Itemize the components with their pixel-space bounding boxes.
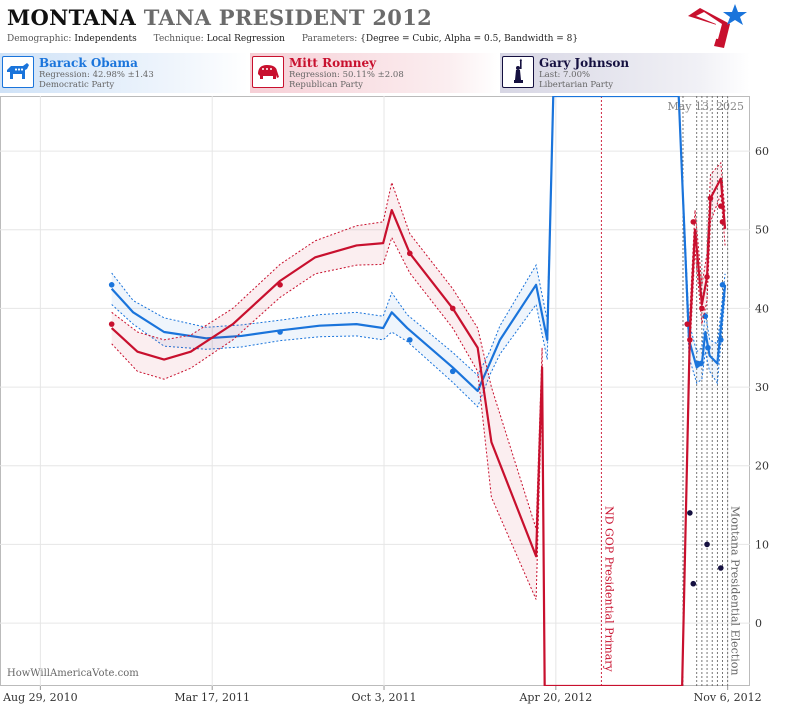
liberty-icon [502, 56, 534, 88]
band-upper-line [111, 96, 726, 377]
x-tick-label: Mar 17, 2011 [174, 691, 250, 704]
donkey-icon [2, 56, 34, 88]
page-title: MONTANA TANA PRESIDENT 2012 [7, 5, 432, 30]
poll-point [277, 329, 283, 335]
poll-point [717, 565, 724, 571]
y-tick-label: 30 [755, 381, 769, 394]
poll-point [687, 337, 693, 343]
poll-point [707, 195, 714, 202]
regression-line [110, 177, 727, 686]
x-tick-label: Nov 6, 2012 [694, 691, 762, 704]
candidate-last: Last: 7.00% [539, 70, 591, 80]
poll-point [698, 360, 704, 367]
poll-point [406, 337, 413, 343]
date-stamp: May 13, 2025 [667, 100, 744, 113]
x-tick-label: Oct 3, 2011 [351, 691, 416, 704]
poll-point [702, 313, 709, 320]
y-tick-label: 20 [755, 460, 769, 473]
candidate-party: Democratic Party [39, 80, 115, 90]
event-label: Montana Presidential Election [729, 506, 742, 675]
event-label: ND GOP Presidential Primary [602, 506, 615, 673]
parameters-label: Parameters: [301, 34, 358, 44]
parameters-value: {Degree = Cubic, Alpha = 0.5, Bandwidth … [360, 34, 579, 44]
race-name: TANA PRESIDENT 2012 [143, 5, 433, 30]
y-tick-label: 60 [755, 145, 769, 158]
candidate-name: Barack Obama [39, 56, 138, 70]
candidate-name: Gary Johnson [539, 56, 630, 70]
y-tick-label: 40 [755, 302, 769, 315]
band-lower-line [111, 194, 726, 686]
poll-point [704, 274, 710, 280]
candidate-card-romney: Mitt Romney Regression: 50.11% ±2.08 Rep… [250, 53, 498, 93]
candidate-legend: Barack Obama Regression: 42.98% ±1.43 De… [0, 53, 789, 93]
y-tick-label: 0 [755, 617, 762, 630]
poll-point [684, 321, 691, 327]
plot-area [0, 96, 750, 686]
parameters-line: Demographic: Independents Technique: Loc… [7, 34, 578, 44]
x-tick-label: Aug 29, 2010 [2, 691, 78, 704]
poll-point [108, 282, 115, 288]
candidate-party: Republican Party [289, 80, 363, 90]
confidence-band [111, 96, 726, 407]
poll-point [406, 250, 413, 257]
technique-value: Local Regression [206, 34, 285, 44]
candidate-card-obama: Barack Obama Regression: 42.98% ±1.43 De… [0, 53, 248, 93]
poll-point [705, 344, 711, 351]
poll-point [699, 305, 705, 312]
poll-point [108, 321, 115, 327]
demographic-value: Independents [74, 34, 137, 44]
candidate-party: Libertarian Party [539, 80, 614, 90]
candidate-regression: Regression: 42.98% ±1.43 [39, 70, 154, 80]
y-tick-label: 50 [755, 224, 769, 237]
poll-point [719, 282, 726, 288]
candidate-regression: Regression: 50.11% ±2.08 [289, 70, 404, 80]
poll-point [717, 203, 724, 209]
demographic-label: Demographic: [7, 34, 72, 44]
poll-point [690, 219, 697, 225]
plot-content: ND GOP Presidential Primary Montana Presi… [108, 96, 742, 686]
poll-point [277, 282, 283, 288]
poll-point [717, 337, 724, 343]
band-upper-line [111, 161, 726, 686]
candidate-card-johnson: Gary Johnson Last: 7.00% Libertarian Par… [500, 53, 750, 93]
header: MONTANA TANA PRESIDENT 2012 Demographic:… [0, 0, 789, 52]
poll-point [704, 541, 710, 548]
state-name: MONTANA [7, 5, 137, 30]
poll-point [687, 510, 693, 516]
elephant-icon [252, 56, 284, 88]
technique-label: Technique: [153, 34, 204, 44]
y-tick-label: 10 [755, 538, 769, 551]
candidate-name: Mitt Romney [289, 56, 377, 70]
site-credit: HowWillAmericaVote.com [7, 668, 139, 679]
x-tick-label: Apr 20, 2012 [518, 691, 592, 704]
poll-point [690, 580, 697, 587]
star-logo-icon [688, 4, 747, 48]
poll-point [449, 305, 456, 312]
poll-point [449, 368, 456, 375]
poll-point [719, 219, 726, 225]
